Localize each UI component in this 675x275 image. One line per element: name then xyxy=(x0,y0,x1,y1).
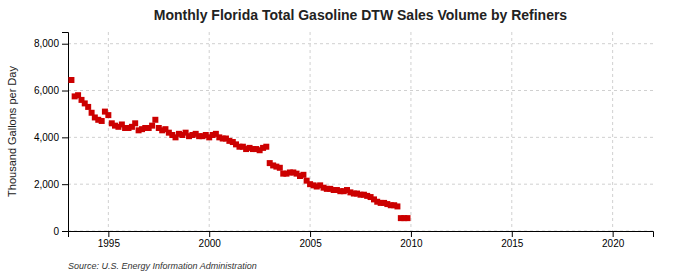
x-tick: 2010 xyxy=(400,231,423,249)
annotation: Source: U.S. Energy Information Administ… xyxy=(68,261,257,271)
x-tick-label: 2010 xyxy=(400,238,423,249)
grid-line-x xyxy=(209,32,210,231)
y-axis-line xyxy=(62,33,69,232)
grid-line-y xyxy=(68,43,653,44)
y-tick-label: 0 xyxy=(53,226,59,237)
grid-line-y xyxy=(68,184,653,185)
x-tick-label: 2020 xyxy=(602,238,625,249)
point xyxy=(277,165,283,171)
title: Monthly Florida Total Gasoline DTW Sales… xyxy=(154,7,568,23)
y-tick-mark xyxy=(62,137,68,138)
y-axis-title: Thousand Gallons per Day xyxy=(6,66,18,197)
y-tick-label: 8,000 xyxy=(34,38,59,49)
points xyxy=(68,77,410,221)
chart: 1995 2000 2005 2010 2015 2020 0 2,000 4,000 6,000… xyxy=(0,0,675,275)
y-tick-mark xyxy=(62,184,68,185)
grid-line-x xyxy=(108,32,109,231)
grid-line-x xyxy=(511,32,512,231)
point xyxy=(263,144,269,150)
x-tick: 2020 xyxy=(602,231,625,249)
y-tick: 0 xyxy=(53,226,68,237)
y-tick: 8,000 xyxy=(34,38,68,49)
point xyxy=(132,120,138,126)
grid xyxy=(68,32,653,231)
point xyxy=(99,118,105,124)
point xyxy=(300,172,306,178)
x-tick-mark xyxy=(512,231,513,237)
grid-line-x xyxy=(410,32,411,231)
x-axis: 1995 2000 2005 2010 2015 2020 xyxy=(69,231,654,249)
x-tick-mark xyxy=(108,231,109,237)
x-tick: 2015 xyxy=(501,231,524,249)
y-tick: 4,000 xyxy=(34,132,68,143)
point xyxy=(149,123,155,129)
grid-line-x xyxy=(612,32,613,231)
grid-line-x xyxy=(310,32,311,231)
x-tick-mark xyxy=(209,231,210,237)
x-tick-mark xyxy=(310,231,311,237)
point xyxy=(68,77,74,83)
y-tick-mark xyxy=(62,91,68,92)
y-tick-label: 6,000 xyxy=(34,85,59,96)
y-tick-mark xyxy=(62,44,68,45)
y-tick-label: 2,000 xyxy=(34,179,59,190)
x-tick-label: 2015 xyxy=(501,238,524,249)
x-tick-mark xyxy=(613,231,614,237)
point xyxy=(394,203,400,209)
point xyxy=(405,215,411,221)
plot-area: 1995 2000 2005 2010 2015 2020 0 2,000 4,000 6,000… xyxy=(34,32,654,249)
grid-line-y xyxy=(68,137,653,138)
y-tick: 2,000 xyxy=(34,179,68,190)
x-tick-label: 2005 xyxy=(299,238,322,249)
point xyxy=(85,104,91,110)
y-tick-label: 4,000 xyxy=(34,132,59,143)
x-axis-line xyxy=(69,232,654,238)
x-tick-label: 2000 xyxy=(199,238,222,249)
x-tick-label: 1995 xyxy=(98,238,121,249)
y-axis: 0 2,000 4,000 6,000 8,000 xyxy=(34,33,69,237)
y-tick: 6,000 xyxy=(34,85,68,96)
x-tick-mark xyxy=(411,231,412,237)
grid-line-y xyxy=(68,90,653,91)
point xyxy=(152,117,158,123)
x-tick: 2000 xyxy=(199,231,222,249)
x-tick: 2005 xyxy=(299,231,322,249)
y-tick-mark xyxy=(62,231,68,232)
x-tick: 1995 xyxy=(98,231,121,249)
point xyxy=(105,112,111,118)
